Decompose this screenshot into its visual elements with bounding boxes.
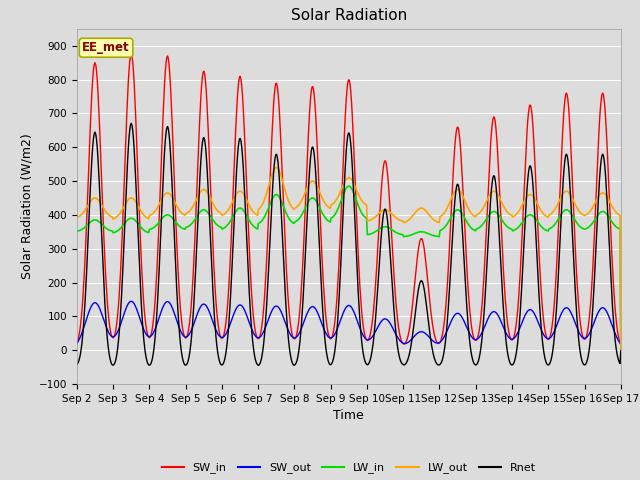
LW_out xyxy=(194,194,202,200)
SW_in xyxy=(140,295,147,301)
Y-axis label: Solar Radiation (W/m2): Solar Radiation (W/m2) xyxy=(20,133,33,279)
Rnet xyxy=(83,268,90,274)
SW_out xyxy=(223,328,231,334)
Rnet xyxy=(223,338,231,344)
Rnet xyxy=(195,201,202,206)
SW_out xyxy=(83,316,90,322)
LW_in xyxy=(83,223,90,228)
Text: EE_met: EE_met xyxy=(82,41,130,54)
SW_out xyxy=(617,341,625,347)
Rnet xyxy=(617,348,625,354)
Rnet xyxy=(255,362,262,368)
SW_in xyxy=(127,51,135,57)
LW_in xyxy=(223,223,230,229)
LW_out xyxy=(617,348,625,353)
Line: LW_out: LW_out xyxy=(77,168,621,350)
Rnet xyxy=(433,360,440,366)
LW_in xyxy=(617,348,625,353)
SW_in xyxy=(83,219,90,225)
SW_out xyxy=(73,341,81,347)
Title: Solar Radiation: Solar Radiation xyxy=(291,9,407,24)
LW_in xyxy=(431,233,439,239)
LW_in xyxy=(416,229,424,235)
Line: LW_in: LW_in xyxy=(77,186,621,350)
Rnet xyxy=(140,332,147,337)
X-axis label: Time: Time xyxy=(333,409,364,422)
LW_in xyxy=(139,226,147,232)
Rnet xyxy=(73,362,81,368)
SW_in xyxy=(617,342,625,348)
LW_out xyxy=(73,215,81,220)
SW_out xyxy=(195,308,202,313)
LW_in xyxy=(73,228,81,234)
LW_out xyxy=(431,218,439,224)
Legend: SW_in, SW_out, LW_in, LW_out, Rnet: SW_in, SW_out, LW_in, LW_out, Rnet xyxy=(157,458,540,478)
SW_in xyxy=(195,142,202,148)
LW_out xyxy=(139,211,147,216)
LW_out xyxy=(83,205,90,211)
SW_in xyxy=(73,341,81,347)
LW_out xyxy=(273,165,280,170)
LW_out xyxy=(223,209,230,215)
SW_in xyxy=(416,240,424,246)
SW_in xyxy=(431,336,439,341)
LW_in xyxy=(194,212,202,218)
LW_in xyxy=(344,183,352,189)
LW_out xyxy=(416,205,424,211)
SW_out xyxy=(416,329,424,335)
Line: SW_out: SW_out xyxy=(77,301,621,344)
Line: Rnet: Rnet xyxy=(77,123,621,365)
SW_out xyxy=(127,299,135,304)
Line: SW_in: SW_in xyxy=(77,54,621,345)
SW_out xyxy=(431,340,439,346)
Rnet xyxy=(417,279,424,285)
SW_out xyxy=(140,326,147,332)
SW_in xyxy=(223,305,231,311)
Rnet xyxy=(127,120,135,126)
